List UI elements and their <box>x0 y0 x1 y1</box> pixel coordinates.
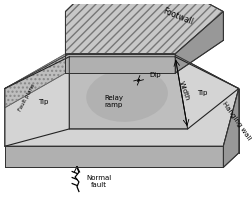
Text: Tip: Tip <box>38 99 48 105</box>
Text: Fault plane: Fault plane <box>18 83 36 112</box>
Text: Footwall: Footwall <box>161 6 194 26</box>
Polygon shape <box>65 0 223 54</box>
Text: Tip: Tip <box>196 90 206 96</box>
Polygon shape <box>174 12 223 73</box>
Polygon shape <box>5 146 223 167</box>
Text: Dip: Dip <box>149 72 160 78</box>
Ellipse shape <box>86 69 167 122</box>
Polygon shape <box>223 89 238 167</box>
Text: Relay
ramp: Relay ramp <box>104 96 122 108</box>
Polygon shape <box>5 54 65 108</box>
Text: Width: Width <box>177 80 190 101</box>
Text: Hanging wall: Hanging wall <box>220 101 251 142</box>
Polygon shape <box>69 57 187 129</box>
Polygon shape <box>65 54 174 73</box>
Text: Normal
fault: Normal fault <box>86 175 111 188</box>
Polygon shape <box>5 54 238 146</box>
